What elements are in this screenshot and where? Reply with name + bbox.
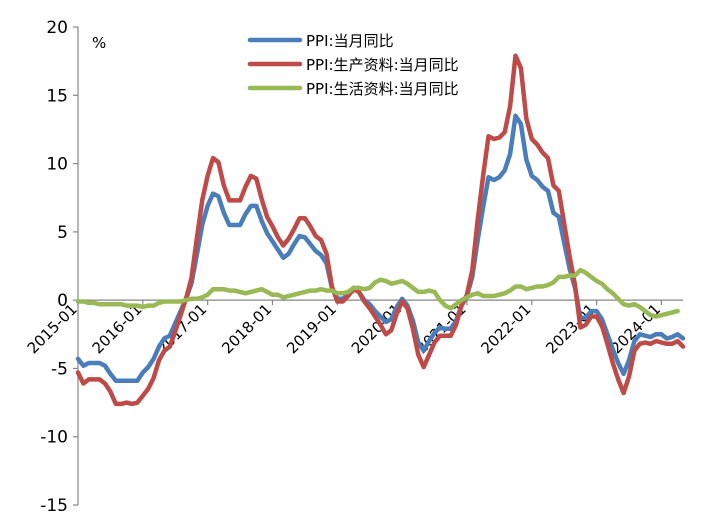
legend: PPI:当月同比 PPI:生产资料:当月同比 PPI:生活资料:当月同比 [247,32,459,98]
legend-label-1: PPI:当月同比 [306,32,394,50]
x-tick-label: 2015-01 [24,300,81,357]
y-tick-label: 10 [46,155,68,175]
legend-label-3: PPI:生活资料:当月同比 [306,80,459,98]
series-line-3 [75,267,680,319]
x-axis: 2015-01 2016-01 2017-01 2018-01 2019-01 2020-… [24,299,683,357]
x-tick-label: 2019-01 [283,300,340,357]
x-tick-label: 2018-01 [218,300,275,357]
x-tick-label: 2022-01 [478,300,535,357]
y-tick-label: -10 [40,428,68,448]
y-tick-label: 5 [57,223,68,243]
y-tick-label: -5 [51,359,68,379]
legend-label-2: PPI:生产资料:当月同比 [306,56,459,74]
y-tick-label: 15 [46,86,68,106]
y-tick-label: -15 [40,496,68,516]
unit-label: % [92,34,106,52]
y-tick-label: 20 [46,18,68,38]
y-tick-label: 0 [57,291,68,311]
series-line-2 [75,53,686,407]
series-lines [75,53,686,407]
x-tick-label: 2023-01 [542,300,599,357]
x-tick-label: 2016-01 [89,300,146,357]
y-axis: 20 15 10 5 0 -5 -10 -15 [40,18,79,516]
